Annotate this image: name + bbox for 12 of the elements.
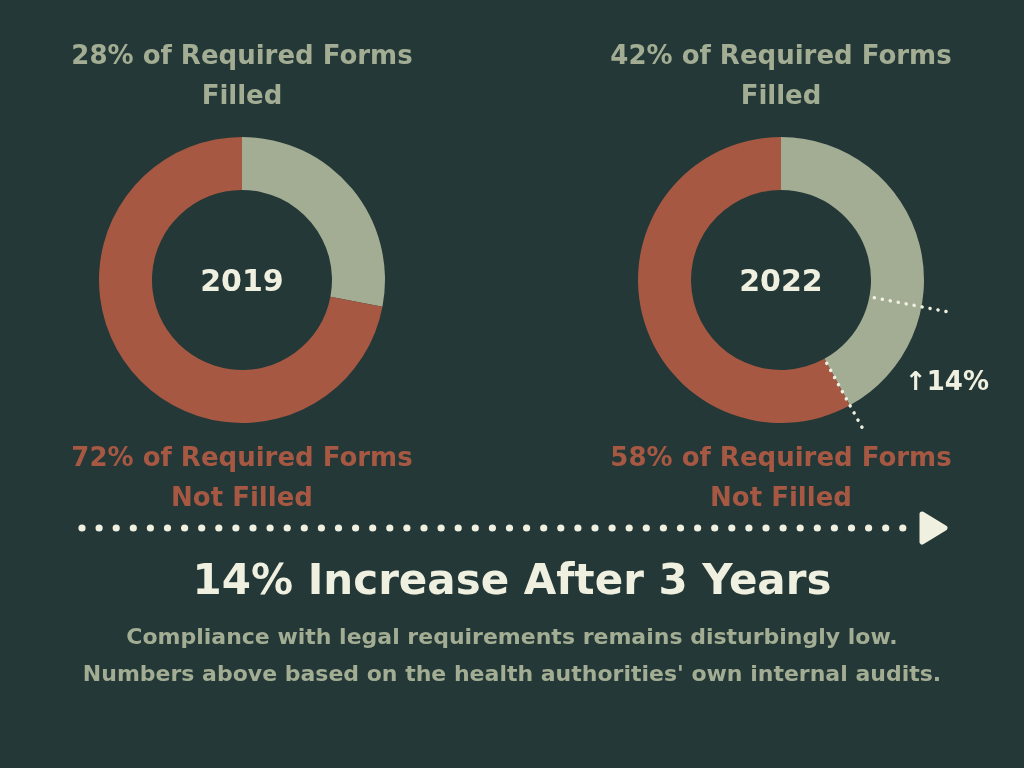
slice-label: 72% of Required Forms Not Filled [71, 442, 413, 512]
slice-label: 42% of Required Forms Filled [610, 40, 952, 110]
slice-label: 28% of Required Forms Filled [71, 40, 413, 110]
slice-label: 58% of Required Forms Not Filled [610, 442, 952, 512]
text: 2019 [200, 263, 284, 298]
text: Numbers above based on the health authorities' own internal audits. [82, 661, 942, 686]
text: Compliance with legal requirements remains disturbingly low. [126, 624, 898, 649]
text: ↑14% [904, 366, 990, 396]
text: 14% Increase After 3 Years [192, 555, 832, 604]
donut-slice [99, 137, 383, 423]
text: 2022 [739, 263, 823, 298]
donut-slice [638, 137, 850, 423]
